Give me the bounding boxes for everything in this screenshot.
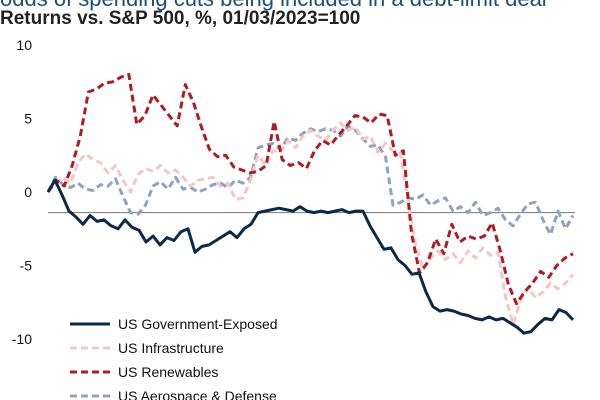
legend-label: US Renewables — [118, 364, 218, 380]
series-line-us-government-exposed — [46, 178, 575, 335]
y-tick-label: 10 — [16, 37, 32, 53]
legend-label: US Government-Exposed — [118, 316, 278, 332]
chart-title: odds of spending cuts being included in … — [0, 0, 547, 12]
y-tick-label: -10 — [12, 331, 32, 347]
series-lines — [46, 72, 575, 335]
legend-label: US Infrastructure — [118, 340, 224, 356]
legend: US Government-Exposed US Infrastructure US… — [70, 316, 278, 400]
y-axis-ticks: 10 5 0 -5 -10 — [12, 37, 32, 347]
legend-label: US Aerospace & Defense — [118, 388, 277, 400]
chart-subtitle: Returns vs. S&P 500, %, 01/03/2023=100 — [0, 8, 361, 29]
series-line-us-infrastructure — [46, 121, 575, 326]
series-line-us-aerospace-defense — [46, 124, 575, 237]
y-tick-label: 5 — [24, 111, 32, 127]
y-tick-label: -5 — [20, 258, 33, 274]
y-tick-label: 0 — [24, 184, 32, 200]
series-line-us-renewables — [46, 72, 574, 306]
